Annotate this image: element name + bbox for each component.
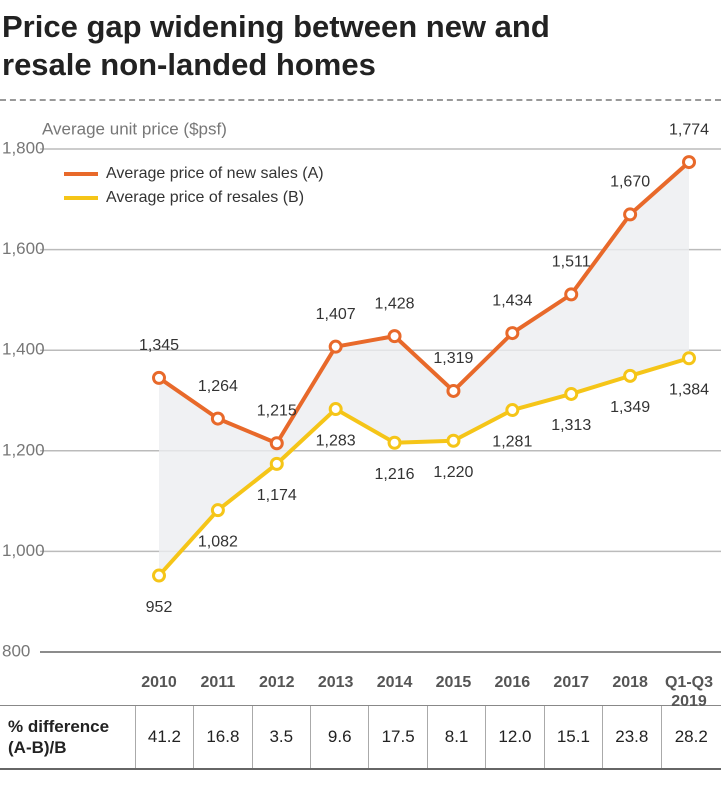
data-label: 1,349 — [610, 399, 650, 416]
x-tick-label: 2017 — [553, 674, 590, 691]
data-point — [152, 370, 166, 385]
y-tick-label: 1,400 — [2, 340, 45, 359]
x-tick-label: 2018 — [612, 674, 648, 691]
table-cell: 28.2 — [660, 706, 721, 768]
data-label: 1,264 — [198, 378, 238, 395]
data-point — [505, 326, 520, 341]
data-label: 1,434 — [492, 292, 532, 309]
x-tick-label: 2011 — [200, 674, 236, 691]
data-point — [328, 402, 343, 417]
x-tick-label: 2016 — [494, 674, 531, 691]
table-cell: 9.6 — [310, 706, 368, 768]
data-label: 952 — [146, 599, 173, 616]
data-label: 1,313 — [551, 417, 591, 434]
table-cell: 15.1 — [543, 706, 602, 768]
data-point — [152, 568, 166, 583]
y-tick-label: 800 — [2, 641, 30, 660]
data-label: 1,774 — [669, 121, 709, 138]
data-point — [328, 339, 343, 354]
data-label: 1,428 — [375, 295, 415, 312]
data-point — [210, 411, 225, 426]
table-cell: 23.8 — [602, 706, 660, 768]
y-tick-label: 1,600 — [2, 239, 45, 258]
chart: Average unit price ($psf) 800 1,000 1,200 1,… — [2, 119, 721, 660]
data-point — [564, 287, 579, 302]
data-point — [623, 368, 638, 383]
data-label: 1,670 — [610, 174, 650, 191]
data-point — [387, 435, 402, 450]
data-point — [387, 329, 402, 344]
data-point — [269, 456, 284, 471]
data-point — [682, 351, 696, 366]
x-tick-label: 2013 — [317, 674, 354, 691]
y-axis-label: Average unit price ($psf) — [42, 119, 227, 138]
table-cell: 12.0 — [485, 706, 543, 768]
table-cell: 41.2 — [134, 706, 193, 768]
data-label: 1,283 — [316, 432, 356, 449]
data-point — [446, 383, 461, 398]
y-tick-label: 1,200 — [2, 440, 45, 459]
data-point — [623, 207, 638, 222]
x-tick-label: Q1-Q3 2019 — [664, 674, 713, 710]
table-cell: 8.1 — [426, 706, 485, 768]
series-line — [157, 160, 691, 446]
data-label: 1,345 — [139, 337, 179, 354]
data-point — [269, 436, 284, 451]
data-label: 1,216 — [375, 466, 415, 483]
data-label: 1,215 — [257, 402, 297, 419]
data-point — [564, 386, 579, 401]
table-cell: 17.5 — [368, 706, 426, 768]
data-label: 1,220 — [433, 464, 473, 481]
data-point — [210, 503, 225, 518]
difference-table: % difference (A-B)/B 41.2 16.8 3.5 9.6 17.5 8… — [0, 705, 721, 770]
table-cell: 16.8 — [193, 706, 251, 768]
x-tick-label: 2014 — [376, 674, 413, 691]
legend-label: Average price of new sales (A) — [106, 165, 324, 182]
divider — [0, 99, 721, 101]
data-point — [446, 433, 461, 448]
data-label: 1,407 — [316, 306, 356, 323]
table-cell: 3.5 — [251, 706, 310, 768]
data-label: 1,281 — [492, 433, 532, 450]
data-point — [505, 403, 520, 418]
y-tick-label: 1,800 — [2, 138, 45, 157]
legend-label: Average price of resales (B) — [106, 189, 304, 206]
y-tick-label: 1,000 — [2, 541, 45, 560]
data-label: 1,319 — [433, 350, 473, 367]
data-label: 1,384 — [669, 381, 709, 398]
series-line — [157, 356, 690, 577]
x-tick-label: 2010 — [141, 674, 177, 691]
x-tick-label: 2012 — [258, 674, 295, 691]
data-point — [682, 155, 696, 170]
title: Price gap widening between new and resal… — [2, 9, 550, 82]
gap-area — [159, 162, 689, 576]
table-header: % difference (A-B)/B — [8, 717, 110, 757]
data-label: 1,082 — [198, 533, 238, 550]
x-tick-label: 2015 — [435, 674, 472, 691]
data-label: 1,511 — [552, 254, 591, 271]
data-label: 1,174 — [257, 487, 297, 504]
